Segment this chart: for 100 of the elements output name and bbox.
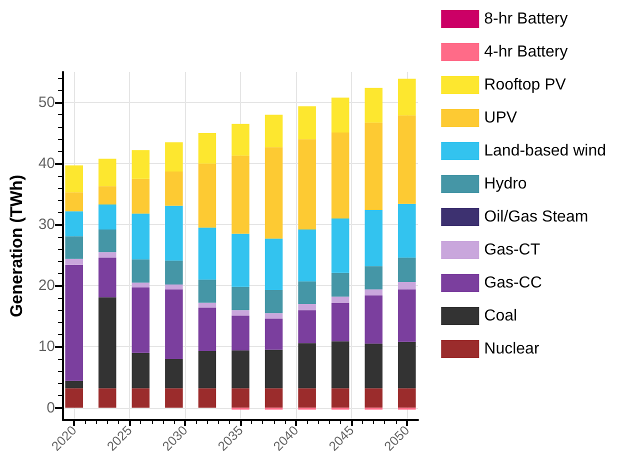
bar xyxy=(165,289,183,359)
bar xyxy=(298,388,316,408)
y-tick-label: 30 xyxy=(38,216,55,234)
bar xyxy=(331,341,350,388)
bar xyxy=(364,266,382,290)
bar xyxy=(264,290,283,314)
bar xyxy=(298,230,316,282)
bar xyxy=(298,281,316,304)
bar xyxy=(364,122,382,210)
bar xyxy=(132,178,150,214)
bar xyxy=(364,210,382,266)
bar xyxy=(98,252,116,258)
bar xyxy=(98,258,116,298)
legend-label: Gas-CT xyxy=(484,242,540,258)
bar xyxy=(398,388,416,408)
bar xyxy=(98,297,116,388)
bar xyxy=(232,234,250,287)
legend-label: 8-hr Battery xyxy=(484,10,568,28)
bar xyxy=(232,156,250,234)
bar xyxy=(232,310,250,316)
bar xyxy=(364,388,382,408)
bar xyxy=(232,286,250,310)
legend-label: 4-hr Battery xyxy=(484,44,568,60)
bar xyxy=(132,150,150,179)
y-tick-label: 50 xyxy=(38,94,55,112)
y-tick-label: 0 xyxy=(46,399,55,416)
bar xyxy=(198,133,216,164)
bar xyxy=(264,238,283,290)
bar xyxy=(331,132,350,219)
bar xyxy=(331,296,350,303)
bar xyxy=(65,192,83,212)
y-tick-label: 10 xyxy=(38,338,55,356)
bar xyxy=(65,211,83,236)
bar xyxy=(198,302,216,308)
bar xyxy=(331,98,350,132)
y-tick-label: 40 xyxy=(38,155,55,172)
bar xyxy=(398,342,416,388)
bar xyxy=(165,172,183,206)
bar xyxy=(65,258,83,265)
bar xyxy=(65,388,83,408)
bar xyxy=(98,186,116,204)
bar xyxy=(98,158,116,186)
bar xyxy=(331,302,350,342)
bar xyxy=(198,228,216,280)
bar xyxy=(65,264,83,381)
bar xyxy=(331,388,350,408)
bar xyxy=(132,388,150,408)
bar xyxy=(398,289,416,342)
bar xyxy=(264,313,283,319)
bar xyxy=(232,350,250,388)
legend-label: Oil/Gas Steam xyxy=(484,208,588,226)
bar xyxy=(298,310,316,344)
bar xyxy=(364,289,382,296)
bar xyxy=(98,388,116,408)
bar xyxy=(132,259,150,283)
bar xyxy=(98,230,116,252)
bar xyxy=(198,280,216,303)
bar xyxy=(298,343,316,388)
bar xyxy=(298,304,316,310)
bar xyxy=(331,272,350,297)
legend-label: Hydro xyxy=(484,176,527,192)
bar xyxy=(232,124,250,156)
y-tick-label: 20 xyxy=(38,277,55,294)
bar xyxy=(398,204,416,258)
bar xyxy=(198,308,216,352)
bar xyxy=(298,106,316,140)
bar xyxy=(132,288,150,353)
bar xyxy=(65,380,83,388)
bar xyxy=(165,284,183,290)
bar xyxy=(232,316,250,350)
bar xyxy=(65,165,83,192)
bar xyxy=(165,358,183,388)
bar xyxy=(165,142,183,172)
bar xyxy=(398,115,416,204)
bar xyxy=(165,388,183,408)
legend-label: Coal xyxy=(484,308,518,324)
bar xyxy=(198,351,216,388)
bar xyxy=(264,318,283,350)
bar xyxy=(264,147,283,239)
legend-label: Nuclear xyxy=(484,340,540,358)
bar xyxy=(364,88,382,123)
bar xyxy=(298,139,316,230)
bar xyxy=(198,164,216,228)
bar xyxy=(165,260,183,284)
bar xyxy=(232,388,250,408)
bar xyxy=(165,206,183,261)
bar xyxy=(98,204,116,230)
bar xyxy=(398,258,416,282)
bar xyxy=(65,236,83,259)
bar xyxy=(264,350,283,388)
bar xyxy=(264,388,283,408)
bar xyxy=(198,388,216,408)
bar xyxy=(398,282,416,290)
legend-label: UPV xyxy=(484,110,518,126)
bar xyxy=(398,78,416,116)
bar xyxy=(264,114,283,148)
bar xyxy=(331,218,350,273)
legend-label: Gas-CC xyxy=(484,274,542,292)
legend-label: Rooftop PV xyxy=(484,76,566,94)
y-axis-title: Generation (TWh) xyxy=(7,174,26,318)
